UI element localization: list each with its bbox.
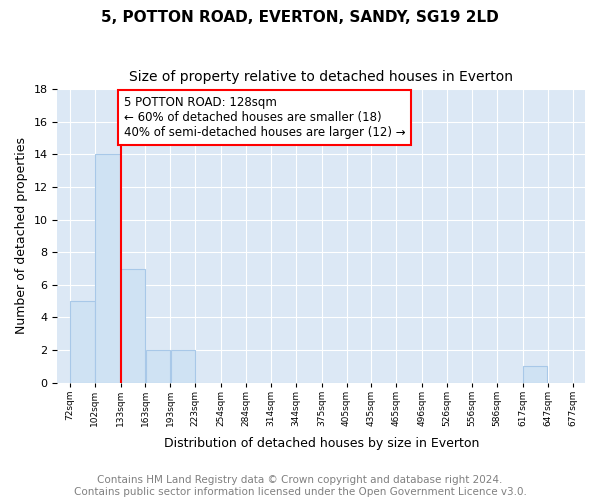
Bar	[146, 350, 170, 382]
Bar	[170, 350, 195, 382]
X-axis label: Distribution of detached houses by size in Everton: Distribution of detached houses by size …	[164, 437, 479, 450]
Bar	[70, 301, 95, 382]
Bar	[523, 366, 547, 382]
Bar	[95, 154, 121, 382]
Bar	[121, 268, 145, 382]
Text: Contains HM Land Registry data © Crown copyright and database right 2024.
Contai: Contains HM Land Registry data © Crown c…	[74, 476, 526, 497]
Text: 5, POTTON ROAD, EVERTON, SANDY, SG19 2LD: 5, POTTON ROAD, EVERTON, SANDY, SG19 2LD	[101, 10, 499, 25]
Text: 5 POTTON ROAD: 128sqm
← 60% of detached houses are smaller (18)
40% of semi-deta: 5 POTTON ROAD: 128sqm ← 60% of detached …	[124, 96, 406, 139]
Y-axis label: Number of detached properties: Number of detached properties	[15, 138, 28, 334]
Title: Size of property relative to detached houses in Everton: Size of property relative to detached ho…	[129, 70, 513, 84]
